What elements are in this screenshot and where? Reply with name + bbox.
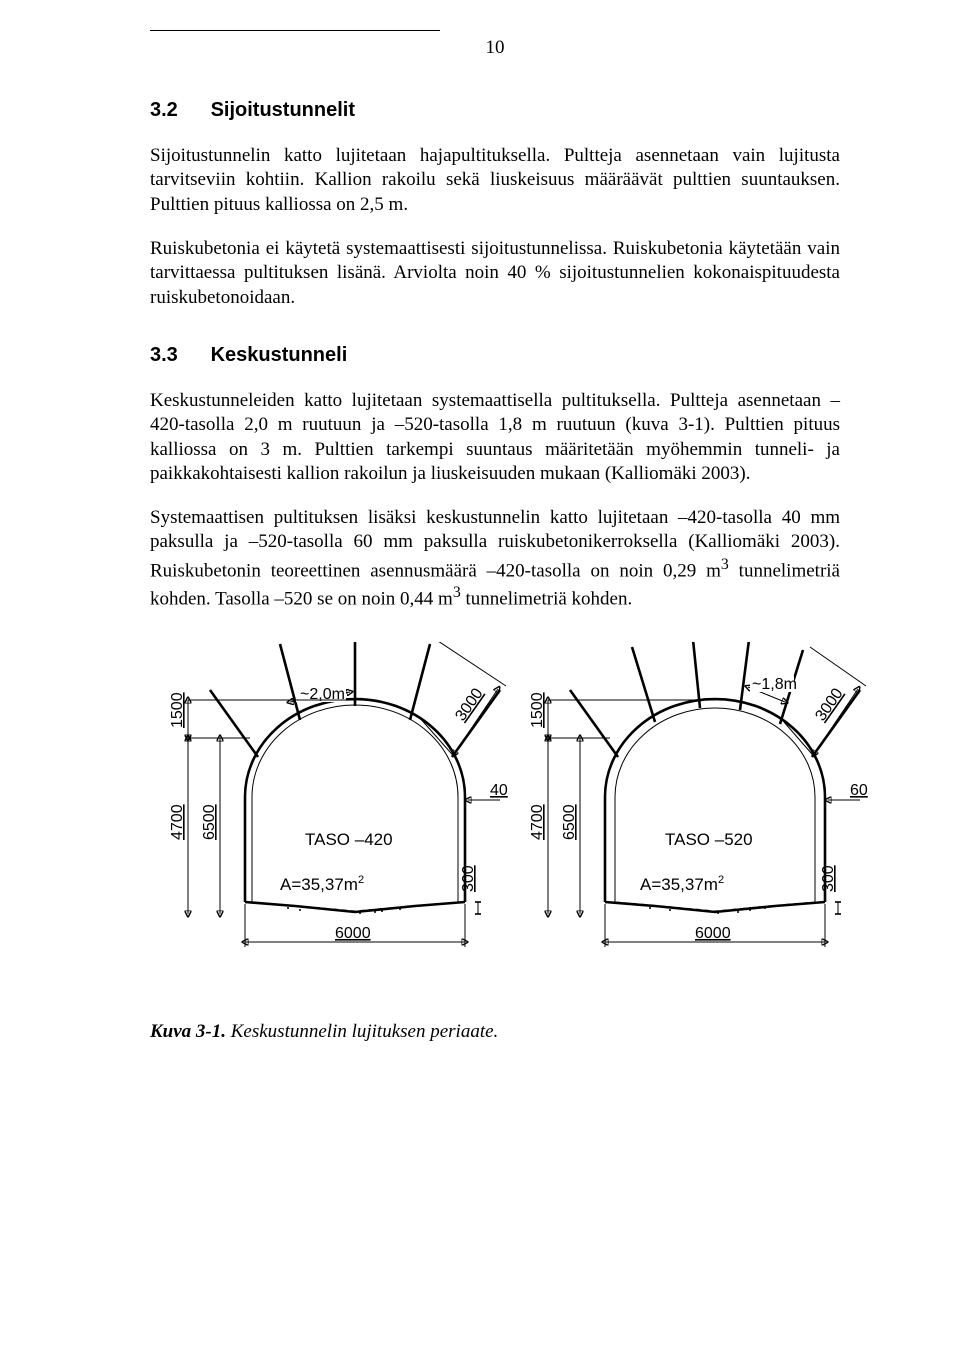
left-level-label: TASO –420: [305, 830, 393, 849]
left-width-text: 6000: [335, 925, 371, 942]
right-bolt-length-ext1: [784, 722, 818, 761]
right-h-inner-text: 6500: [561, 804, 578, 840]
para-3-3-2-sup2: 3: [453, 584, 461, 601]
right-outer-profile: [605, 699, 825, 902]
left-bolt-length-ext1: [419, 717, 458, 761]
figure-3-1: ~2,0m 3000 40 4700 1500 6500: [150, 642, 870, 1043]
right-shotcrete-text: 60: [850, 782, 868, 799]
heading-3-2-title: Sijoitustunnelit: [211, 99, 355, 121]
right-inner-profile: [615, 708, 815, 902]
figure-caption: Kuva 3-1. Keskustunnelin lujituksen peri…: [150, 1021, 870, 1043]
page-number: 10: [150, 37, 840, 59]
left-bolt-length-ext2: [438, 642, 506, 686]
tunnel-left: ~2,0m 3000 40 4700 1500 6500: [169, 642, 508, 947]
tunnel-right: ~1,8m 3000 60 4700 1500 6500 6000: [529, 642, 868, 947]
right-width-text: 6000: [695, 925, 731, 942]
para-3-3-2-sup1: 3: [721, 556, 729, 573]
heading-3-2: 3.2 Sijoitustunnelit: [150, 99, 840, 122]
right-bolt-length-ext2: [810, 647, 866, 686]
left-h-arc-text: 1500: [169, 692, 186, 728]
left-shotcrete-text: 40: [490, 782, 508, 799]
para-3-2-2: Ruiskubetonia ei käytetä systemaattisest…: [150, 237, 840, 310]
top-rule: [150, 30, 440, 31]
left-bolt-2: [280, 644, 300, 720]
left-outer-profile: [245, 699, 465, 902]
para-3-2-1: Sijoitustunnelin katto lujitetaan hajapu…: [150, 144, 840, 217]
right-bolt-4: [740, 642, 750, 710]
left-area-label: A=35,37m2: [280, 874, 364, 894]
left-inner-profile: [252, 705, 458, 902]
figure-caption-label: Kuva 3-1.: [150, 1021, 226, 1042]
right-level-label: TASO –520: [665, 830, 753, 849]
para-3-3-2: Systemaattisen pultituksen lisäksi kesku…: [150, 506, 840, 612]
left-h-outer-text: 4700: [169, 804, 186, 840]
right-h-outer-text: 4700: [529, 804, 546, 840]
right-area-label: A=35,37m2: [640, 874, 724, 894]
left-bolt-4: [410, 644, 430, 720]
tunnel-diagram-svg: ~2,0m 3000 40 4700 1500 6500: [150, 642, 870, 982]
heading-3-3-number: 3.3: [150, 344, 205, 367]
right-bolt-spacing-text: ~1,8m: [752, 676, 797, 693]
left-bolt-length-text: 3000: [452, 685, 486, 724]
heading-3-3: 3.3 Keskustunneli: [150, 344, 840, 367]
left-floor-inner: [252, 902, 458, 911]
para-3-3-2c: tunnelimetriä kohden.: [461, 589, 632, 610]
figure-caption-text: Keskustunnelin lujituksen periaate.: [226, 1021, 498, 1042]
right-bolt-3: [692, 642, 700, 708]
heading-3-3-title: Keskustunneli: [211, 344, 348, 366]
right-floor-drop-text: 300: [820, 865, 837, 892]
right-bolt-length-text: 3000: [812, 685, 846, 724]
heading-3-2-number: 3.2: [150, 99, 205, 122]
right-h-arc-text: 1500: [529, 692, 546, 728]
page: 10 3.2 Sijoitustunnelit Sijoitustunnelin…: [0, 0, 960, 1093]
left-floor-drop-text: 300: [460, 865, 477, 892]
left-h-inner-text: 6500: [201, 804, 218, 840]
para-3-3-1: Keskustunneleiden katto lujitetaan syste…: [150, 389, 840, 486]
right-bolt-2: [632, 647, 655, 722]
